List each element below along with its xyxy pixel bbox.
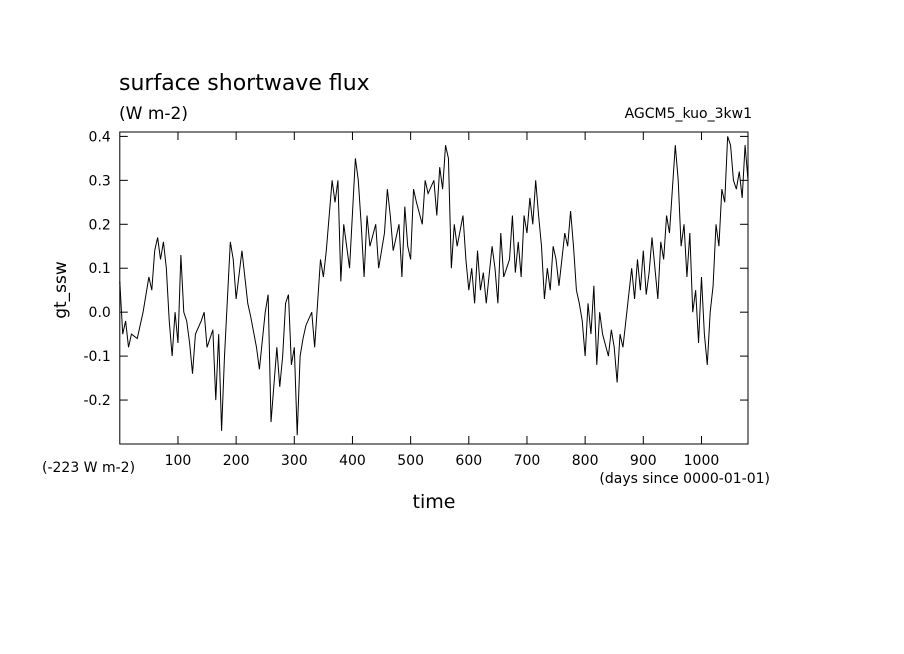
x-axis-label: time xyxy=(413,491,456,513)
y-tick-label: 0.4 xyxy=(89,129,111,145)
x-tick-label: 100 xyxy=(165,453,192,469)
x-units: (days since 0000-01-01) xyxy=(599,471,770,487)
y-tick-label: 0.1 xyxy=(89,261,111,277)
annotation: AGCM5_kuo_3kw1 xyxy=(625,106,752,122)
y-tick-label: -0.2 xyxy=(83,393,110,409)
y-tick-label: 0.0 xyxy=(89,305,111,321)
units: (W m-2) xyxy=(119,104,188,124)
y-tick-label: 0.3 xyxy=(89,173,111,189)
x-tick-label: 700 xyxy=(514,453,541,469)
x-tick-label: 1000 xyxy=(684,453,720,469)
x-tick-label: 300 xyxy=(281,453,308,469)
x-tick-label: 600 xyxy=(455,453,482,469)
x-tick-label: 200 xyxy=(223,453,250,469)
x-tick-label: 900 xyxy=(630,453,657,469)
chart-title: surface shortwave flux xyxy=(119,71,370,96)
x-tick-label: 400 xyxy=(339,453,366,469)
y-axis-label: gt_ssw xyxy=(51,261,71,319)
offset-label: (-223 W m-2) xyxy=(42,460,135,476)
plot-frame xyxy=(119,131,749,445)
y-tick-label: -0.1 xyxy=(83,349,110,365)
data-line xyxy=(119,136,749,436)
y-tick-label: 0.2 xyxy=(89,217,111,233)
x-tick-label: 800 xyxy=(572,453,599,469)
x-tick-label: 500 xyxy=(397,453,424,469)
